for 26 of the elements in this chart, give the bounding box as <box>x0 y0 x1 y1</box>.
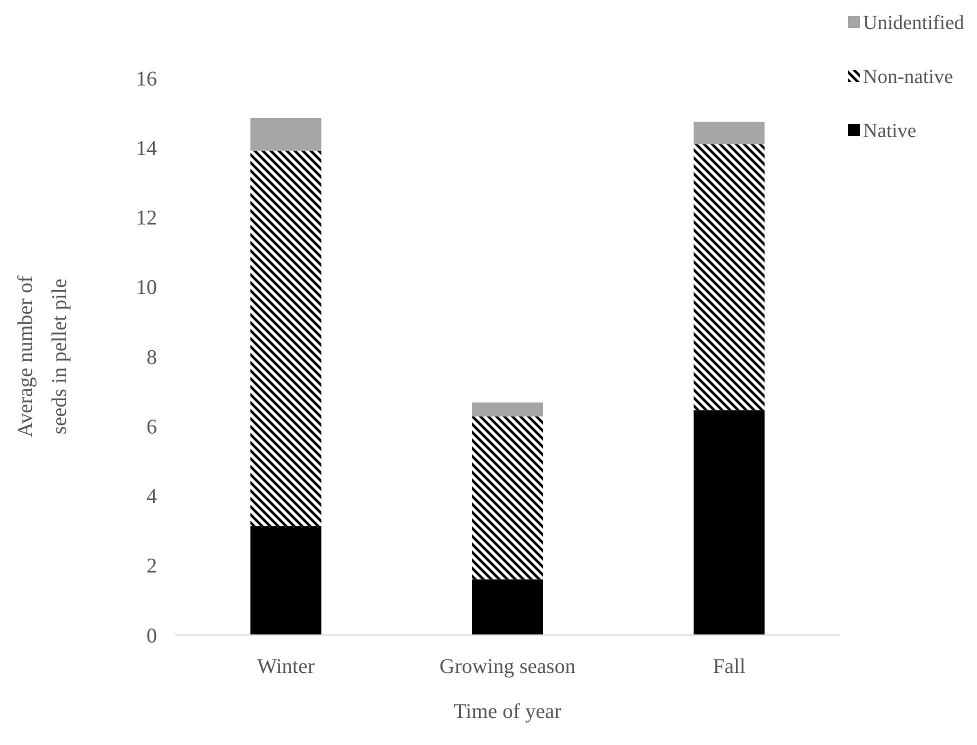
bar <box>472 416 543 580</box>
y-tick-label: 16 <box>136 66 157 90</box>
y-tick-label: 14 <box>136 136 158 160</box>
y-tick-label: 10 <box>136 275 157 300</box>
y-tick-label: 12 <box>136 206 157 230</box>
y-tick-label: 0 <box>146 623 157 648</box>
x-tick-label: Winter <box>257 654 315 678</box>
y-tick-label: 8 <box>146 344 157 369</box>
x-axis-title: Time of year <box>454 699 562 723</box>
y-tick-label: 2 <box>146 554 157 578</box>
legend-label: Native <box>863 120 916 142</box>
x-tick-label: Fall <box>712 654 746 678</box>
bar <box>694 410 765 635</box>
legend-label: Unidentified <box>863 12 964 34</box>
bar <box>250 150 322 526</box>
y-tick-label: 6 <box>146 414 157 438</box>
y-axis-title: Average number of seeds in pellet pile <box>13 276 71 438</box>
x-tick-label: Growing season <box>440 654 576 678</box>
bar <box>472 402 543 416</box>
bar <box>250 526 322 635</box>
legend-label: Non-native <box>863 66 954 88</box>
bar <box>250 118 322 151</box>
bar <box>694 122 765 144</box>
bar <box>694 144 765 410</box>
bar <box>472 579 543 635</box>
y-tick-label: 4 <box>146 484 158 508</box>
